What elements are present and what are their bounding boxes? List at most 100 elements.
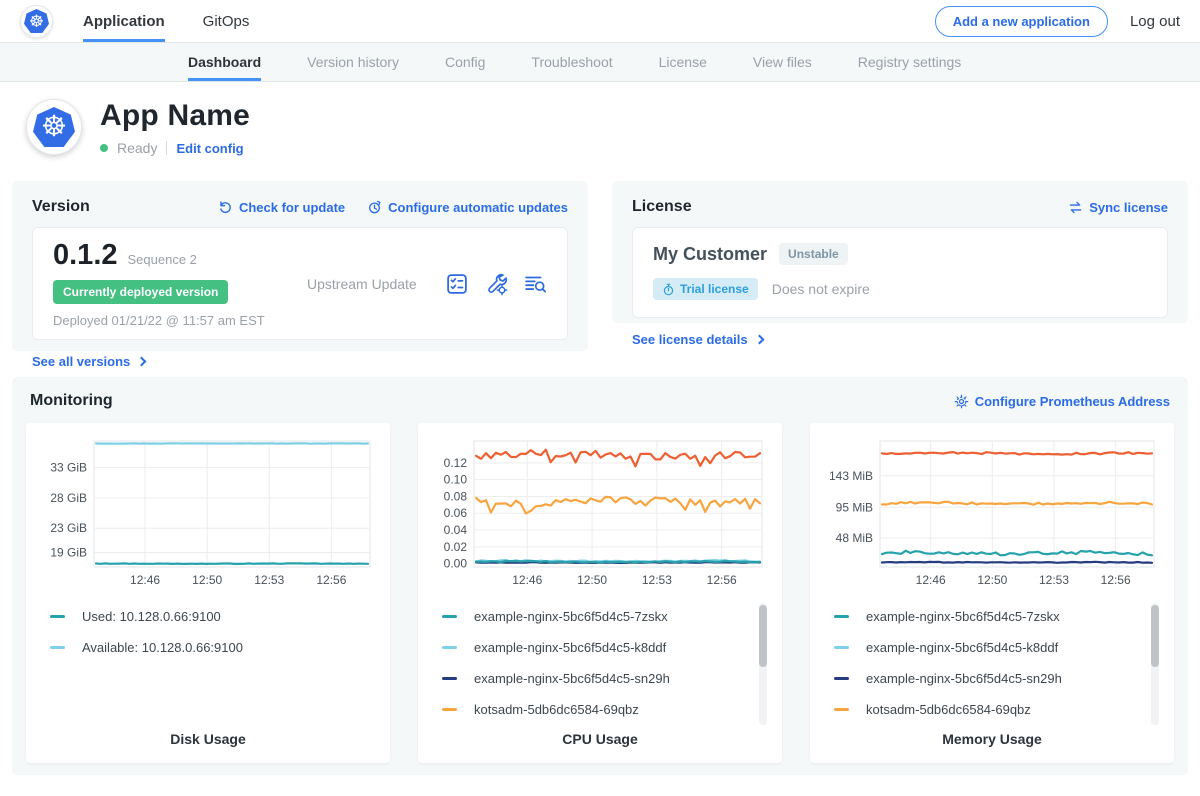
svg-text:95 MiB: 95 MiB xyxy=(836,500,873,514)
svg-text:12:46: 12:46 xyxy=(916,573,946,587)
legend-item: Used: 10.128.0.66:9100 xyxy=(38,601,358,632)
memory-usage-legend: example-nginx-5bc6f5d4c5-7zskx example-n… xyxy=(822,601,1162,727)
svg-text:33 GiB: 33 GiB xyxy=(50,461,87,475)
subtab-license[interactable]: License xyxy=(659,43,707,81)
legend-item: Available: 10.128.0.66:9100 xyxy=(38,632,358,663)
version-card-title: Version xyxy=(32,198,90,216)
svg-text:12:53: 12:53 xyxy=(1039,573,1069,587)
legend-swatch-icon xyxy=(442,646,457,649)
see-all-versions-link[interactable]: See all versions xyxy=(32,354,145,369)
kubernetes-wheel-glyph: ☸ xyxy=(29,13,44,30)
legend-swatch-icon xyxy=(834,708,849,711)
svg-text:23 GiB: 23 GiB xyxy=(50,521,87,535)
configure-prometheus-link[interactable]: Configure Prometheus Address xyxy=(954,394,1170,409)
tab-gitops[interactable]: GitOps xyxy=(203,0,250,42)
cpu-usage-legend: example-nginx-5bc6f5d4c5-7zskx example-n… xyxy=(430,601,770,727)
sync-arrows-icon xyxy=(1068,200,1083,215)
schedule-clock-icon xyxy=(367,200,382,215)
chevron-right-icon xyxy=(754,335,764,345)
sync-license-link[interactable]: Sync license xyxy=(1068,200,1168,215)
svg-text:0.08: 0.08 xyxy=(444,489,468,503)
app-title: App Name xyxy=(100,99,250,133)
preflight-checks-icon[interactable] xyxy=(445,272,469,296)
sync-license-label: Sync license xyxy=(1089,200,1168,215)
legend-scrollbar[interactable] xyxy=(1151,603,1159,725)
deploy-logs-icon[interactable] xyxy=(523,272,547,296)
legend-item: example-nginx-5bc6f5d4c5-7zskx xyxy=(822,601,1142,632)
subtab-registry-settings[interactable]: Registry settings xyxy=(858,43,961,81)
edit-config-link[interactable]: Edit config xyxy=(176,141,243,156)
config-wrench-icon[interactable] xyxy=(484,272,508,296)
svg-text:0.06: 0.06 xyxy=(444,506,468,520)
see-license-details-label: See license details xyxy=(632,332,748,347)
add-new-application-button[interactable]: Add a new application xyxy=(935,6,1108,37)
see-license-details-link[interactable]: See license details xyxy=(632,332,763,347)
subtab-config[interactable]: Config xyxy=(445,43,485,81)
scrollbar-thumb[interactable] xyxy=(1151,605,1159,667)
subtab-dashboard[interactable]: Dashboard xyxy=(188,43,261,81)
legend-scrollbar[interactable] xyxy=(759,603,767,725)
subtab-troubleshoot[interactable]: Troubleshoot xyxy=(531,43,612,81)
svg-text:12:56: 12:56 xyxy=(316,573,346,587)
legend-label: Used: 10.128.0.66:9100 xyxy=(82,609,221,624)
svg-text:12:56: 12:56 xyxy=(1101,573,1131,587)
disk-usage-legend: Used: 10.128.0.66:9100 Available: 10.128… xyxy=(38,601,378,727)
legend-item: example-nginx-5bc6f5d4c5-k8ddf xyxy=(822,632,1142,663)
monitoring-section: Monitoring Configure Prometheus Address … xyxy=(12,377,1188,775)
subtab-view-files[interactable]: View files xyxy=(753,43,812,81)
tab-application[interactable]: Application xyxy=(83,0,165,42)
brand-logo[interactable]: ☸ xyxy=(20,0,53,42)
svg-text:0.02: 0.02 xyxy=(444,540,468,554)
memory-usage-title: Memory Usage xyxy=(822,727,1162,749)
legend-swatch-icon xyxy=(442,677,457,680)
top-nav: ☸ Application GitOps Add a new applicati… xyxy=(0,0,1200,42)
license-card-title: License xyxy=(632,198,692,216)
svg-text:48 MiB: 48 MiB xyxy=(836,531,873,545)
svg-text:12:50: 12:50 xyxy=(577,573,607,587)
currently-deployed-badge: Currently deployed version xyxy=(53,280,228,304)
license-expiry-label: Does not expire xyxy=(772,281,870,297)
app-sub-nav: Dashboard Version history Config Trouble… xyxy=(0,42,1200,82)
legend-label: kotsadm-5db6dc6584-69qbz xyxy=(474,702,639,717)
scrollbar-thumb[interactable] xyxy=(759,605,767,667)
svg-text:12:46: 12:46 xyxy=(512,573,542,587)
disk-usage-chart-card: 33 GiB28 GiB23 GiB19 GiB12:4612:5012:531… xyxy=(26,423,390,763)
kubernetes-wheel-glyph: ☸ xyxy=(41,113,67,142)
legend-swatch-icon xyxy=(50,646,65,649)
legend-label: example-nginx-5bc6f5d4c5-7zskx xyxy=(866,609,1060,624)
logout-link[interactable]: Log out xyxy=(1130,13,1180,30)
divider xyxy=(166,141,167,155)
svg-text:12:50: 12:50 xyxy=(977,573,1007,587)
legend-swatch-icon xyxy=(834,677,849,680)
deployed-timestamp: Deployed 01/21/22 @ 11:57 am EST xyxy=(53,313,283,328)
legend-item: example-nginx-5bc6f5d4c5-sn29h xyxy=(430,663,750,694)
legend-item: example-nginx-5bc6f5d4c5-k8ddf xyxy=(430,632,750,663)
customer-name: My Customer xyxy=(653,244,767,265)
cpu-usage-chart[interactable]: 0.120.100.080.060.040.020.0012:4612:5012… xyxy=(430,435,770,593)
configure-automatic-updates-link[interactable]: Configure automatic updates xyxy=(367,200,568,215)
disk-usage-title: Disk Usage xyxy=(38,727,378,749)
legend-label: example-nginx-5bc6f5d4c5-k8ddf xyxy=(866,640,1058,655)
trial-license-label: Trial license xyxy=(680,282,749,296)
svg-text:0.00: 0.00 xyxy=(444,557,468,571)
legend-label: example-nginx-5bc6f5d4c5-sn29h xyxy=(866,671,1062,686)
legend-item: kotsadm-5db6dc6584-69qbz xyxy=(430,694,750,725)
svg-text:12:46: 12:46 xyxy=(130,573,160,587)
legend-swatch-icon xyxy=(834,646,849,649)
version-source-label: Upstream Update xyxy=(307,276,445,292)
check-for-update-link[interactable]: Check for update xyxy=(218,200,345,215)
disk-usage-chart[interactable]: 33 GiB28 GiB23 GiB19 GiB12:4612:5012:531… xyxy=(38,435,378,593)
top-tab-bar: Application GitOps xyxy=(83,0,249,42)
svg-text:19 GiB: 19 GiB xyxy=(50,545,87,559)
app-status-label: Ready xyxy=(117,140,157,156)
configure-automatic-updates-label: Configure automatic updates xyxy=(388,200,568,215)
version-card: Version Check for update Configure autom… xyxy=(12,181,588,351)
memory-usage-chart[interactable]: 143 MiB95 MiB48 MiB12:4612:5012:5312:56 xyxy=(822,435,1162,593)
legend-item: example-nginx-5bc6f5d4c5-7zskx xyxy=(430,601,750,632)
current-version-row: 0.1.2 Sequence 2 Currently deployed vers… xyxy=(32,227,568,340)
subtab-version-history[interactable]: Version history xyxy=(307,43,399,81)
monitoring-title: Monitoring xyxy=(30,392,113,410)
refresh-icon xyxy=(218,200,233,215)
legend-label: kotsadm-5db6dc6584-69qbz xyxy=(866,702,1031,717)
svg-text:0.12: 0.12 xyxy=(444,456,468,470)
